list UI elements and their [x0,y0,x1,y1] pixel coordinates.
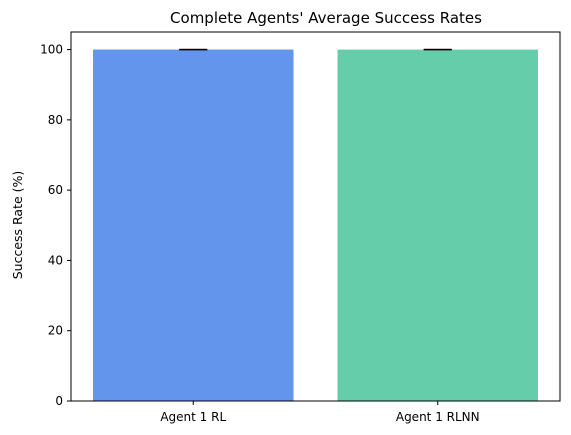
y-axis-label: Success Rate (%) [10,171,25,280]
y-tick-label: 60 [48,183,63,197]
plot-area: Agent 1 RL Agent 1 RLNN 0 20 40 60 80 100 [40,31,561,424]
y-tick-label: 100 [40,43,63,57]
y-tick-label: 20 [48,324,63,338]
bar [337,49,538,401]
y-tick-label: 0 [55,394,63,408]
y-tick-label: 80 [48,113,63,127]
bar [93,49,294,401]
y-tick-label: 40 [48,253,63,267]
plot-frame [70,31,561,402]
chart-title: Complete Agents' Average Success Rates [170,9,482,27]
x-tick-label: Agent 1 RL [160,410,226,424]
x-tick-label: Agent 1 RLNN [396,410,480,424]
